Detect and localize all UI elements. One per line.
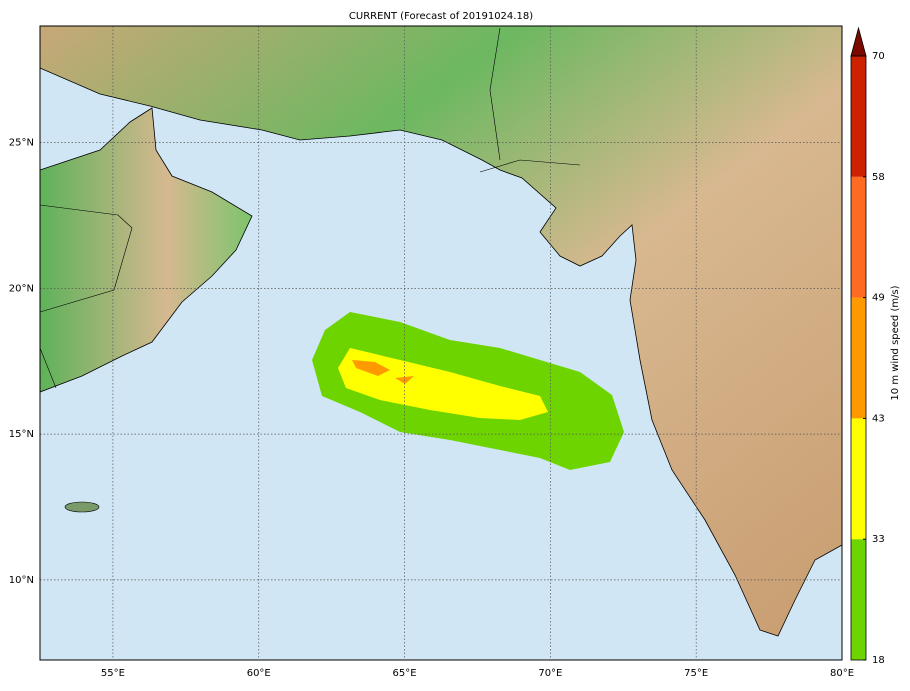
y-tick-label: 10°N <box>9 575 34 586</box>
x-tick-label: 60°E <box>247 668 271 679</box>
land-north-india <box>39 25 843 637</box>
colorbar-tick-label: 43 <box>872 413 885 424</box>
colorbar-tick-label: 49 <box>872 293 885 304</box>
map-area <box>39 25 843 661</box>
colorbar-tick-label: 58 <box>872 172 885 183</box>
border <box>39 27 581 389</box>
y-tick-label: 20°N <box>9 283 34 294</box>
colorbar-extend <box>850 26 867 57</box>
x-tick-label: 65°E <box>393 668 417 679</box>
colorbar-segment <box>851 539 866 660</box>
x-tick-label: 55°E <box>101 668 125 679</box>
y-tick-label: 25°N <box>9 138 34 149</box>
colorbar-tick-label: 70 <box>872 51 885 62</box>
x-tick-label: 80°E <box>830 668 854 679</box>
colorbar-segment <box>851 418 866 540</box>
colorbar-frame <box>850 55 867 661</box>
map-frame <box>39 25 843 661</box>
colorbar-tick-label: 33 <box>872 534 885 545</box>
wind-region-43 <box>352 360 414 384</box>
land-oman <box>39 107 253 393</box>
colorbar-tick-label: 18 <box>872 655 885 666</box>
wind-region-33 <box>338 348 548 420</box>
map-title: CURRENT (Forecast of 20191024.18) <box>349 11 533 22</box>
x-tick-label: 70°E <box>538 668 562 679</box>
y-tick-label: 15°N <box>9 429 34 440</box>
colorbar-segment <box>851 56 866 177</box>
colorbar-label: 10 m wind speed (m/s) <box>890 285 901 400</box>
island <box>64 501 100 513</box>
x-tick-label: 75°E <box>684 668 708 679</box>
colorbar-segment <box>851 297 866 419</box>
colorbar-segment <box>851 176 866 298</box>
